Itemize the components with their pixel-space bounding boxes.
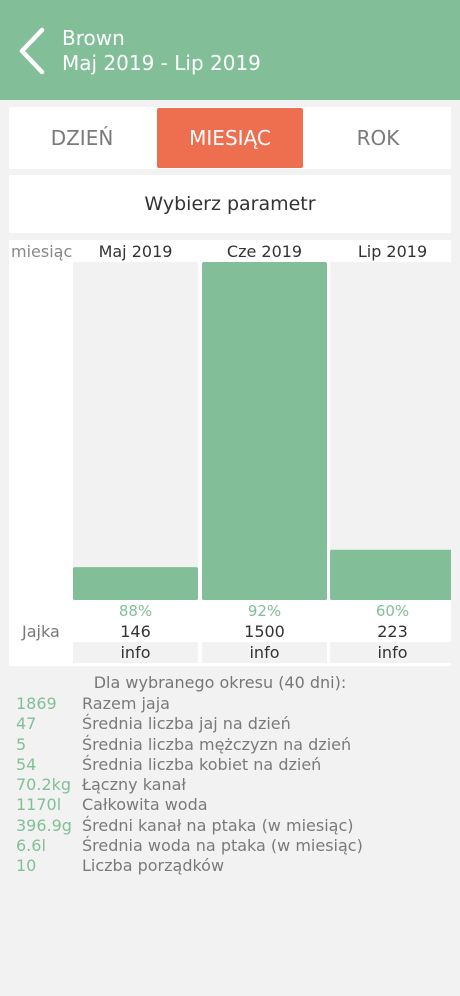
info-button[interactable] — [330, 642, 451, 663]
summary-row: 1170l Całkowita woda — [0, 795, 460, 815]
period-tabs: DZIEŃ MIESIĄC ROK — [9, 107, 451, 169]
summary-row: 6.6l Średnia woda na ptaka (w miesiąc) — [0, 836, 460, 856]
summary-value: 5 — [16, 734, 27, 754]
summary-section: Dla wybranego okresu (40 dni): 1869 Razem… — [0, 673, 460, 877]
tab-month[interactable]: MIESIĄC — [157, 108, 303, 168]
bar — [73, 567, 198, 600]
summary-value: 70.2kg — [16, 775, 72, 795]
summary-row: 396.9g Średni kanał na ptaka (w miesiąc) — [0, 816, 460, 836]
percentage-label: 88% — [119, 602, 152, 620]
summary-row: 70.2kg Łączny kanał — [0, 775, 460, 795]
value-label: 223 — [377, 622, 408, 641]
summary-label: Średnia liczba mężczyzn na dzień — [82, 734, 352, 754]
percentage-label: 92% — [248, 602, 281, 620]
summary-list: 1869 Razem jaja 47 Średnia liczba jaj na dz… — [0, 694, 460, 877]
monthly-chart: miesiąc Jajka Maj 2019 88% 146 info Cze 2019 92… — [9, 240, 451, 666]
percentage-label: 60% — [376, 602, 409, 620]
tab-day[interactable]: DZIEŃ — [50, 126, 114, 150]
value-label: 146 — [120, 622, 151, 641]
summary-value: 1170l — [16, 795, 62, 815]
summary-row: 47 Średnia liczba jaj na dzień — [0, 714, 460, 734]
column-background — [330, 262, 451, 600]
summary-label: Średni kanał na ptaka (w miesiąc) — [82, 815, 354, 835]
summary-label: Średnia liczba jaj na dzień — [82, 714, 291, 734]
info-button-label[interactable]: info — [377, 643, 407, 662]
summary-label: Średnia liczba kobiet na dzień — [82, 754, 322, 774]
choose-parameter-button[interactable]: Wybierz parametr — [9, 175, 451, 233]
row-header-eggs: Jajka — [21, 622, 60, 641]
date-range: Maj 2019 - Lip 2019 — [62, 51, 261, 75]
tab-year[interactable]: ROK — [356, 126, 400, 150]
summary-value: 54 — [16, 754, 37, 774]
bar — [330, 549, 451, 600]
summary-row: 5 Średnia liczba mężczyzn na dzień — [0, 735, 460, 755]
bar-chart-svg: miesiąc Jajka Maj 2019 88% 146 info Cze 2019 92… — [11, 242, 451, 663]
summary-row: 10 Liczba porządków — [0, 856, 460, 876]
category-label: Lip 2019 — [358, 242, 427, 261]
category-label: Cze 2019 — [227, 242, 302, 261]
summary-title: Dla wybranego okresu (40 dni): — [93, 673, 347, 692]
summary-row: 1869 Razem jaja — [0, 694, 460, 714]
summary-label: Łączny kanał — [82, 775, 186, 795]
info-button[interactable] — [202, 642, 327, 663]
row-header-month: miesiąc — [11, 242, 72, 261]
category-label: Maj 2019 — [99, 242, 173, 261]
summary-label: Liczba porządków — [82, 856, 225, 876]
page-title: Brown — [62, 26, 125, 50]
summary-value: 1869 — [16, 694, 57, 713]
summary-value: 6.6l — [16, 836, 46, 856]
summary-value: 396.9g — [16, 815, 72, 835]
summary-row: 54 Średnia liczba kobiet na dzień — [0, 755, 460, 775]
info-button-label[interactable]: info — [249, 643, 279, 662]
summary-label: Całkowita woda — [82, 795, 208, 815]
info-button-label[interactable]: info — [120, 643, 150, 662]
summary-label: Średnia woda na ptaka (w miesiąc) — [82, 836, 363, 856]
info-button[interactable] — [73, 642, 198, 663]
value-label: 1500 — [244, 622, 285, 641]
column-background — [73, 262, 198, 600]
back-arrow-icon[interactable] — [14, 26, 48, 76]
summary-label: Razem jaja — [82, 694, 170, 713]
header-bar: Brown Maj 2019 - Lip 2019 — [0, 0, 460, 100]
bar — [202, 262, 327, 600]
summary-value: 47 — [16, 714, 37, 734]
summary-value: 10 — [16, 856, 37, 876]
